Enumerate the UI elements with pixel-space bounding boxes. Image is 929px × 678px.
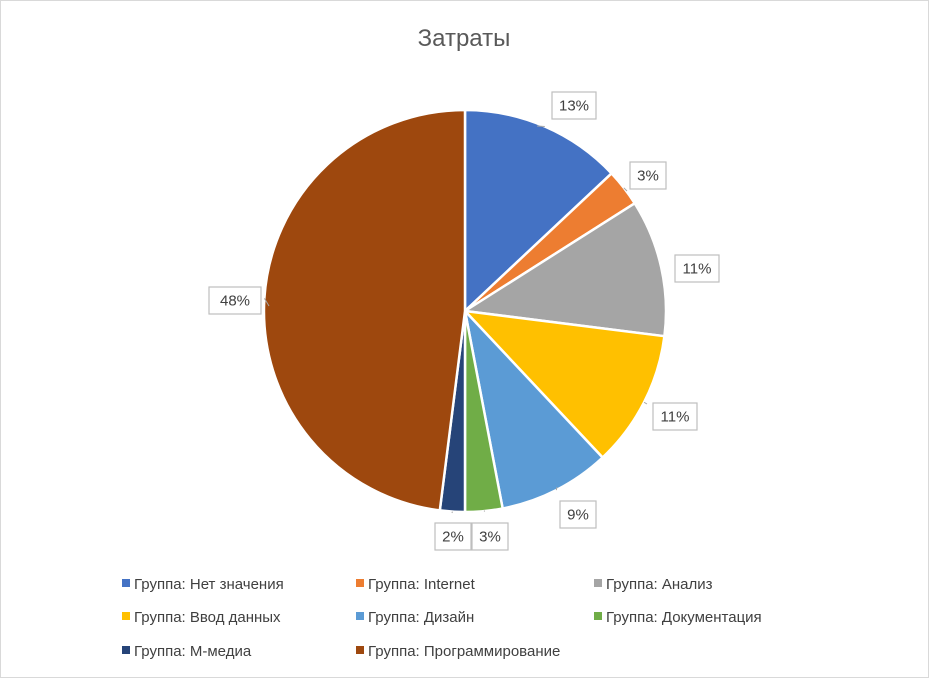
pie-slice bbox=[463, 202, 668, 338]
legend-label: Группа: Ввод данных bbox=[134, 609, 281, 626]
leader-line bbox=[536, 125, 545, 127]
data-label-text: 13% bbox=[559, 98, 589, 115]
legend-swatch bbox=[122, 646, 130, 654]
leader-line bbox=[555, 486, 558, 491]
legend-label: Группа: Нет значения bbox=[134, 576, 284, 593]
data-label-box bbox=[471, 522, 509, 551]
data-label-box bbox=[652, 402, 698, 431]
data-label: 2% bbox=[434, 522, 472, 551]
label-leader-lines bbox=[263, 125, 648, 514]
legend-label: Группа: Дизайн bbox=[368, 609, 474, 626]
legend-swatch bbox=[356, 579, 364, 587]
pie-slice bbox=[262, 108, 467, 512]
legend-label: Группа: Анализ bbox=[606, 576, 713, 593]
legend-item: Группа: Internet bbox=[356, 576, 476, 593]
data-label-box bbox=[208, 286, 262, 315]
legend-label: Группа: М-медиа bbox=[134, 643, 252, 660]
data-label: 9% bbox=[559, 500, 597, 529]
pie-slice bbox=[463, 309, 666, 459]
legend-label: Группа: Программирование bbox=[368, 643, 560, 660]
legend-swatch bbox=[122, 612, 130, 620]
data-label-text: 3% bbox=[479, 529, 501, 546]
data-label-text: 2% bbox=[442, 529, 464, 546]
legend-item: Группа: Программирование bbox=[356, 643, 560, 660]
leader-line bbox=[623, 187, 628, 192]
data-label: 11% bbox=[652, 402, 698, 431]
data-label-box bbox=[629, 161, 667, 190]
data-label-text: 11% bbox=[683, 261, 712, 278]
legend-item: Группа: Ввод данных bbox=[122, 609, 281, 626]
data-label: 3% bbox=[629, 161, 667, 190]
data-label: 13% bbox=[551, 91, 597, 120]
pie-slice bbox=[463, 309, 604, 510]
legend: Группа: Нет значения Группа: Internet Груп… bbox=[122, 576, 762, 660]
legend-item: Группа: М-медиа bbox=[122, 643, 252, 660]
legend-swatch bbox=[594, 612, 602, 620]
legend-swatch bbox=[356, 646, 364, 654]
chart-title: Затраты bbox=[418, 25, 511, 52]
data-label: 3% bbox=[471, 522, 509, 551]
leader-line bbox=[643, 401, 648, 405]
data-labels: 13% 3% 11% 11% 9% 3% 2% 48% bbox=[208, 91, 720, 551]
pie-slice bbox=[463, 108, 613, 313]
legend-swatch bbox=[122, 579, 130, 587]
leader-line bbox=[263, 298, 270, 307]
data-label-text: 9% bbox=[567, 507, 589, 524]
legend-swatch bbox=[356, 612, 364, 620]
data-label-box bbox=[434, 522, 472, 551]
data-label-box bbox=[674, 254, 720, 283]
legend-item: Группа: Документация bbox=[594, 609, 762, 626]
data-label-text: 11% bbox=[661, 409, 690, 426]
data-label: 48% bbox=[208, 286, 262, 315]
data-label-box bbox=[559, 500, 597, 529]
legend-label: Группа: Документация bbox=[606, 609, 762, 626]
legend-swatch bbox=[594, 579, 602, 587]
data-label: 11% bbox=[674, 254, 720, 283]
data-label-text: 3% bbox=[637, 168, 659, 185]
legend-label: Группа: Internet bbox=[368, 576, 476, 593]
legend-item: Группа: Дизайн bbox=[356, 609, 474, 626]
pie-slices bbox=[262, 108, 668, 514]
legend-item: Группа: Анализ bbox=[594, 576, 713, 593]
data-label-text: 48% bbox=[220, 293, 250, 310]
legend-item: Группа: Нет значения bbox=[122, 576, 284, 593]
data-label-box bbox=[551, 91, 597, 120]
